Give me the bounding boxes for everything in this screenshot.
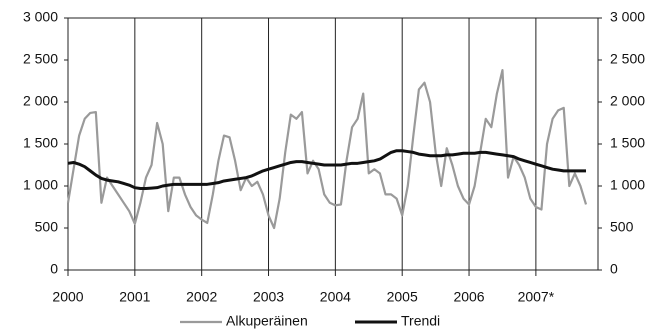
- y-tick-label: 2 000: [23, 93, 58, 109]
- legend-label: Trendi: [401, 313, 440, 329]
- x-tick-label: 2006: [453, 289, 484, 305]
- legend-label: Alkuperäinen: [226, 313, 308, 329]
- plot-frame: [67, 17, 599, 271]
- x-tick-label: 2004: [320, 289, 351, 305]
- x-tick-label: 2001: [119, 289, 150, 305]
- y-tick-label: 1 500: [23, 135, 58, 151]
- y2-tick-label: 2 000: [610, 93, 645, 109]
- y2-tick-label: 2 500: [610, 51, 645, 67]
- y-tick-label: 3 000: [23, 9, 58, 25]
- series-line: [66, 68, 588, 230]
- y-tick-label: 2 500: [23, 51, 58, 67]
- y-tick-label: 500: [35, 219, 59, 235]
- x-tick-label: 2003: [253, 289, 284, 305]
- y-tick-label: 0: [50, 261, 58, 277]
- x-tick-label: 2007*: [518, 289, 555, 305]
- y2-tick-label: 0: [610, 261, 618, 277]
- y2-tick-label: 3 000: [610, 9, 645, 25]
- y2-tick-label: 1 000: [610, 177, 645, 193]
- series-line: [67, 149, 587, 191]
- y-tick-label: 1 000: [23, 177, 58, 193]
- x-tick-label: 2005: [387, 289, 418, 305]
- y2-tick-label: 1 500: [610, 135, 645, 151]
- y2-tick-label: 500: [610, 219, 634, 235]
- x-tick-label: 2002: [186, 289, 217, 305]
- x-tick-label: 2000: [52, 289, 83, 305]
